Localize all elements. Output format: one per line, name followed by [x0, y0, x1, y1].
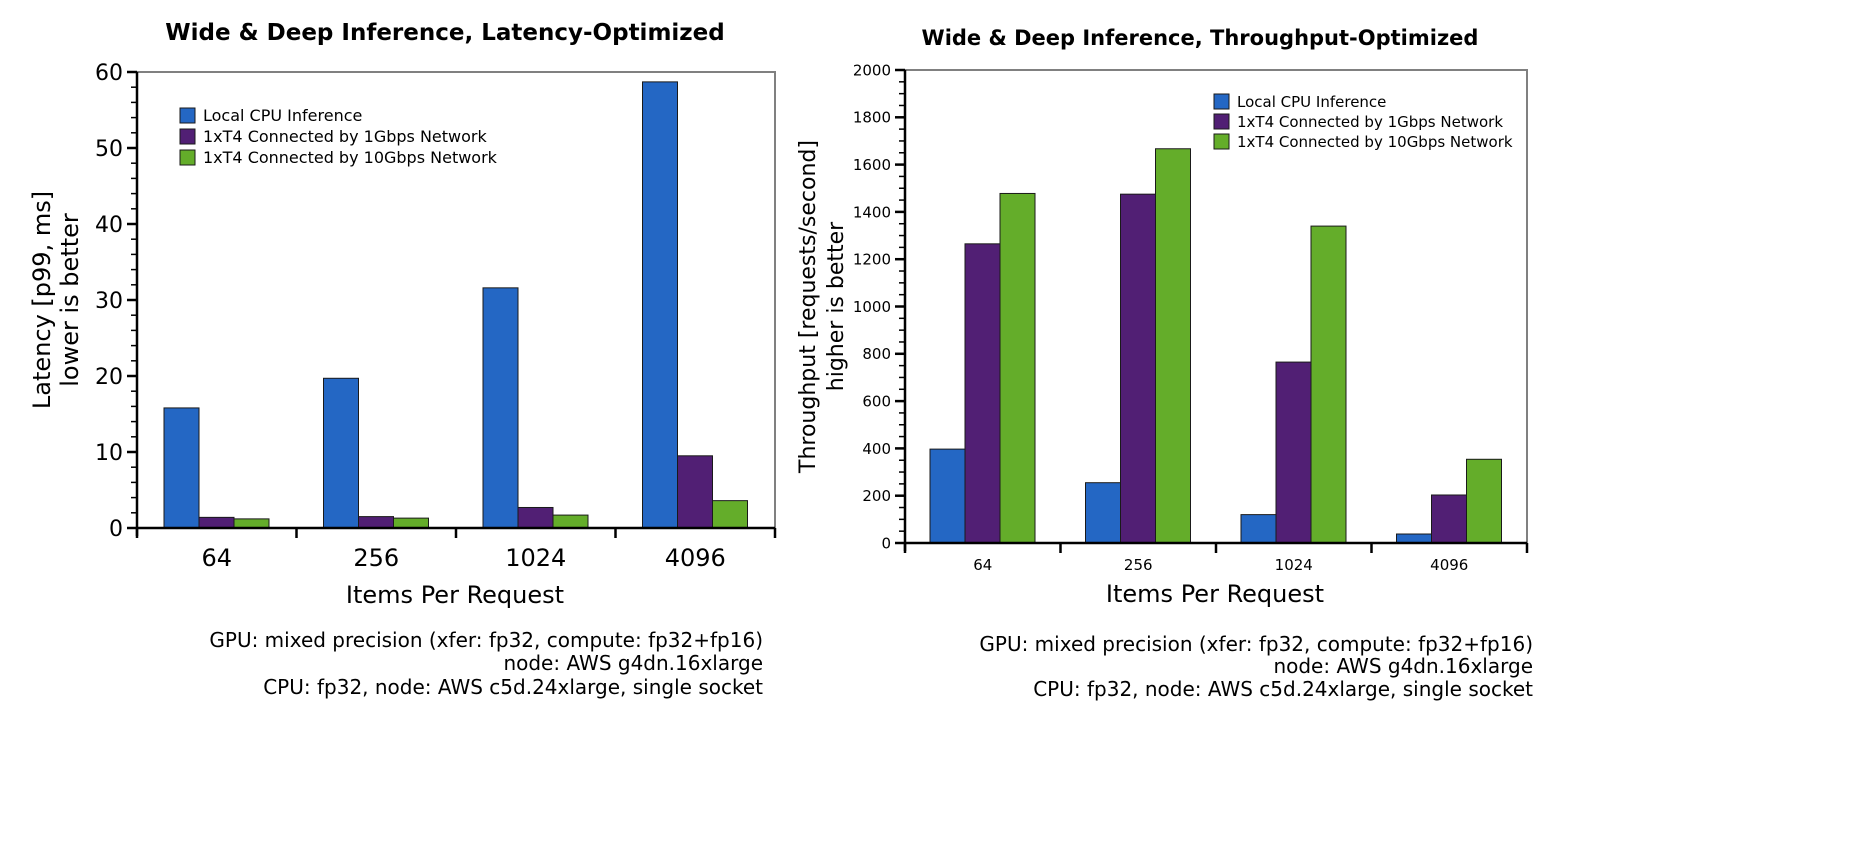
bar-1024-series-3 [552, 514, 589, 529]
bar-4096-series-3 [1466, 458, 1502, 544]
bar-64-series-2 [198, 516, 235, 529]
legend-label-3: 1xT4 Connected by 10Gbps Network [1237, 133, 1513, 151]
bar-64-series-3 [999, 192, 1036, 544]
footnote-line-1: GPU: mixed precision (xfer: fp32, comput… [979, 632, 1533, 656]
bar-1024-series-3 [1310, 225, 1347, 544]
y-tick-label: 800 [862, 345, 891, 363]
bar-64-series-1 [163, 407, 200, 529]
y-axis-label: Latency [p99, ms] [28, 191, 56, 409]
legend-label-1: Local CPU Inference [203, 106, 362, 125]
bar-4096-series-2 [677, 455, 713, 529]
bar-1024-series-2 [1275, 361, 1312, 544]
y-tick-label: 1600 [853, 156, 891, 174]
y-axis-label: Throughput [requests/second] [796, 140, 821, 474]
y-tick-label: 40 [95, 213, 123, 238]
y-tick-label: 600 [862, 393, 891, 411]
footnote-line-2: node: AWS g4dn.16xlarge [1273, 654, 1533, 678]
y-axis-sublabel: higher is better [824, 221, 849, 391]
legend-swatch-3 [1213, 133, 1230, 150]
footnote-line-3: CPU: fp32, node: AWS c5d.24xlarge, singl… [1033, 677, 1533, 701]
y-tick-label: 1400 [853, 203, 891, 221]
y-tick-label: 1000 [853, 298, 891, 316]
legend-label-1: Local CPU Inference [1237, 93, 1386, 111]
y-tick-label: 2000 [853, 61, 891, 79]
y-tick-label: 10 [95, 441, 123, 466]
bar-1024-series-1 [1240, 514, 1277, 544]
footnote-line-3: CPU: fp32, node: AWS c5d.24xlarge, singl… [263, 675, 763, 699]
footnote-line-2: node: AWS g4dn.16xlarge [503, 651, 763, 675]
y-tick-label: 0 [881, 534, 891, 552]
legend-label-2: 1xT4 Connected by 1Gbps Network [203, 127, 487, 146]
chart-title: Wide & Deep Inference, Throughput-Optimi… [922, 26, 1479, 50]
x-tick-label: 4096 [665, 544, 726, 572]
x-tick-label: 256 [1124, 556, 1153, 574]
bar-256-series-1 [1085, 482, 1121, 544]
legend-swatch-2 [1213, 113, 1230, 130]
footnote-line-1: GPU: mixed precision (xfer: fp32, comput… [209, 628, 763, 652]
bar-256-series-1 [323, 377, 359, 529]
bar-4096-series-1 [1396, 533, 1432, 544]
bar-4096-series-1 [642, 81, 678, 529]
x-tick-label: 4096 [1430, 556, 1468, 574]
x-tick-label: 1024 [505, 544, 566, 572]
y-tick-label: 20 [95, 365, 123, 390]
throughput-chart: Wide & Deep Inference, Throughput-Optimi… [796, 26, 1533, 701]
bar-256-series-3 [1155, 148, 1191, 544]
y-tick-label: 400 [862, 440, 891, 458]
x-tick-label: 256 [353, 544, 399, 572]
legend-label-2: 1xT4 Connected by 1Gbps Network [1237, 113, 1503, 131]
legend-swatch-1 [179, 107, 196, 124]
legend-swatch-2 [179, 128, 196, 145]
bar-256-series-2 [1120, 193, 1156, 544]
x-axis-label: Items Per Request [346, 581, 564, 609]
y-tick-label: 50 [95, 137, 123, 162]
x-tick-label: 64 [201, 544, 232, 572]
y-axis-sublabel: lower is better [56, 213, 84, 387]
y-tick-label: 1200 [853, 251, 891, 269]
bar-64-series-3 [233, 518, 270, 529]
x-axis-label: Items Per Request [1106, 580, 1324, 608]
y-tick-label: 60 [95, 61, 123, 86]
y-tick-label: 0 [109, 517, 123, 542]
bar-256-series-3 [393, 517, 429, 529]
legend-label-3: 1xT4 Connected by 10Gbps Network [203, 148, 498, 167]
legend-swatch-1 [1213, 93, 1230, 110]
bar-4096-series-3 [712, 500, 748, 529]
bar-1024-series-2 [517, 506, 554, 529]
y-tick-label: 200 [862, 487, 891, 505]
x-tick-label: 1024 [1275, 556, 1313, 574]
bar-4096-series-2 [1431, 494, 1467, 544]
y-tick-label: 30 [95, 289, 123, 314]
x-tick-label: 64 [973, 556, 992, 574]
bar-64-series-2 [964, 243, 1001, 544]
bar-256-series-2 [358, 516, 394, 529]
chart-title: Wide & Deep Inference, Latency-Optimized [165, 20, 725, 46]
y-tick-label: 1800 [853, 109, 891, 127]
bar-1024-series-1 [482, 287, 519, 529]
legend-swatch-3 [179, 149, 196, 166]
latency-chart: Wide & Deep Inference, Latency-Optimized… [28, 20, 777, 699]
bar-64-series-1 [929, 448, 966, 544]
